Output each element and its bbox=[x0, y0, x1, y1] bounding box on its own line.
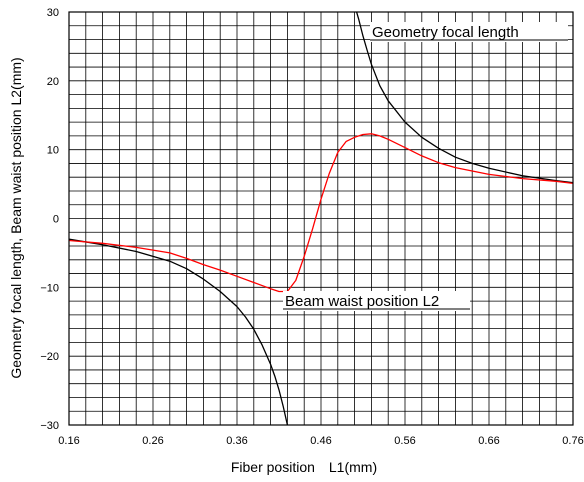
y-tick-label: −30 bbox=[40, 420, 59, 432]
y-tick-label: 20 bbox=[47, 76, 59, 88]
x-tick-label: 0.46 bbox=[310, 435, 331, 447]
annotations: Geometry focal length Beam waist position… bbox=[283, 22, 568, 311]
y-tick-label: 30 bbox=[47, 7, 59, 19]
x-tick-label: 0.26 bbox=[142, 435, 163, 447]
y-tick-label: 10 bbox=[47, 145, 59, 157]
beam-waist-position-line-1 bbox=[69, 133, 573, 293]
x-tick-label: 0.76 bbox=[562, 435, 583, 447]
x-tick-label: 0.36 bbox=[226, 435, 247, 447]
x-tick-label: 0.56 bbox=[394, 435, 415, 447]
x-tick-labels: 0.16 0.26 0.36 0.46 0.56 0.66 0.76 bbox=[58, 435, 583, 447]
x-tick-label: 0.66 bbox=[478, 435, 499, 447]
geometry-focal-length-line-1 bbox=[69, 238, 289, 425]
y-tick-label: −20 bbox=[40, 351, 59, 363]
annotation-label: Beam waist position L2 bbox=[285, 293, 439, 310]
plot-frame bbox=[68, 11, 574, 426]
x-tick-label: 0.16 bbox=[58, 435, 79, 447]
series-layer bbox=[69, 12, 573, 425]
y-tick-labels: 30 20 10 0 −10 −20 −30 bbox=[40, 7, 59, 432]
annotation-label: Geometry focal length bbox=[372, 24, 519, 41]
y-tick-label: −10 bbox=[40, 282, 59, 294]
minor-grid bbox=[69, 12, 573, 425]
x-axis-title: Fiber position L1(mm) bbox=[231, 459, 377, 475]
annotation-background bbox=[370, 22, 568, 42]
y-axis-title: Geometry focal length, Beam waist positi… bbox=[8, 57, 24, 378]
geometry-focal-length-line-2 bbox=[355, 12, 573, 184]
y-tick-label: 0 bbox=[53, 214, 59, 226]
annotation-background bbox=[283, 291, 470, 311]
